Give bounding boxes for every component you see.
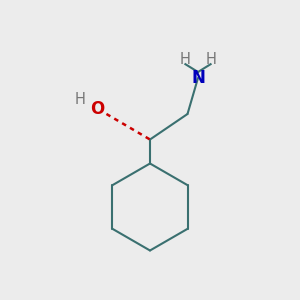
Text: H: H — [205, 52, 216, 68]
Text: H: H — [180, 52, 191, 68]
Text: O: O — [90, 100, 105, 118]
Text: N: N — [191, 69, 205, 87]
Text: H: H — [75, 92, 86, 107]
